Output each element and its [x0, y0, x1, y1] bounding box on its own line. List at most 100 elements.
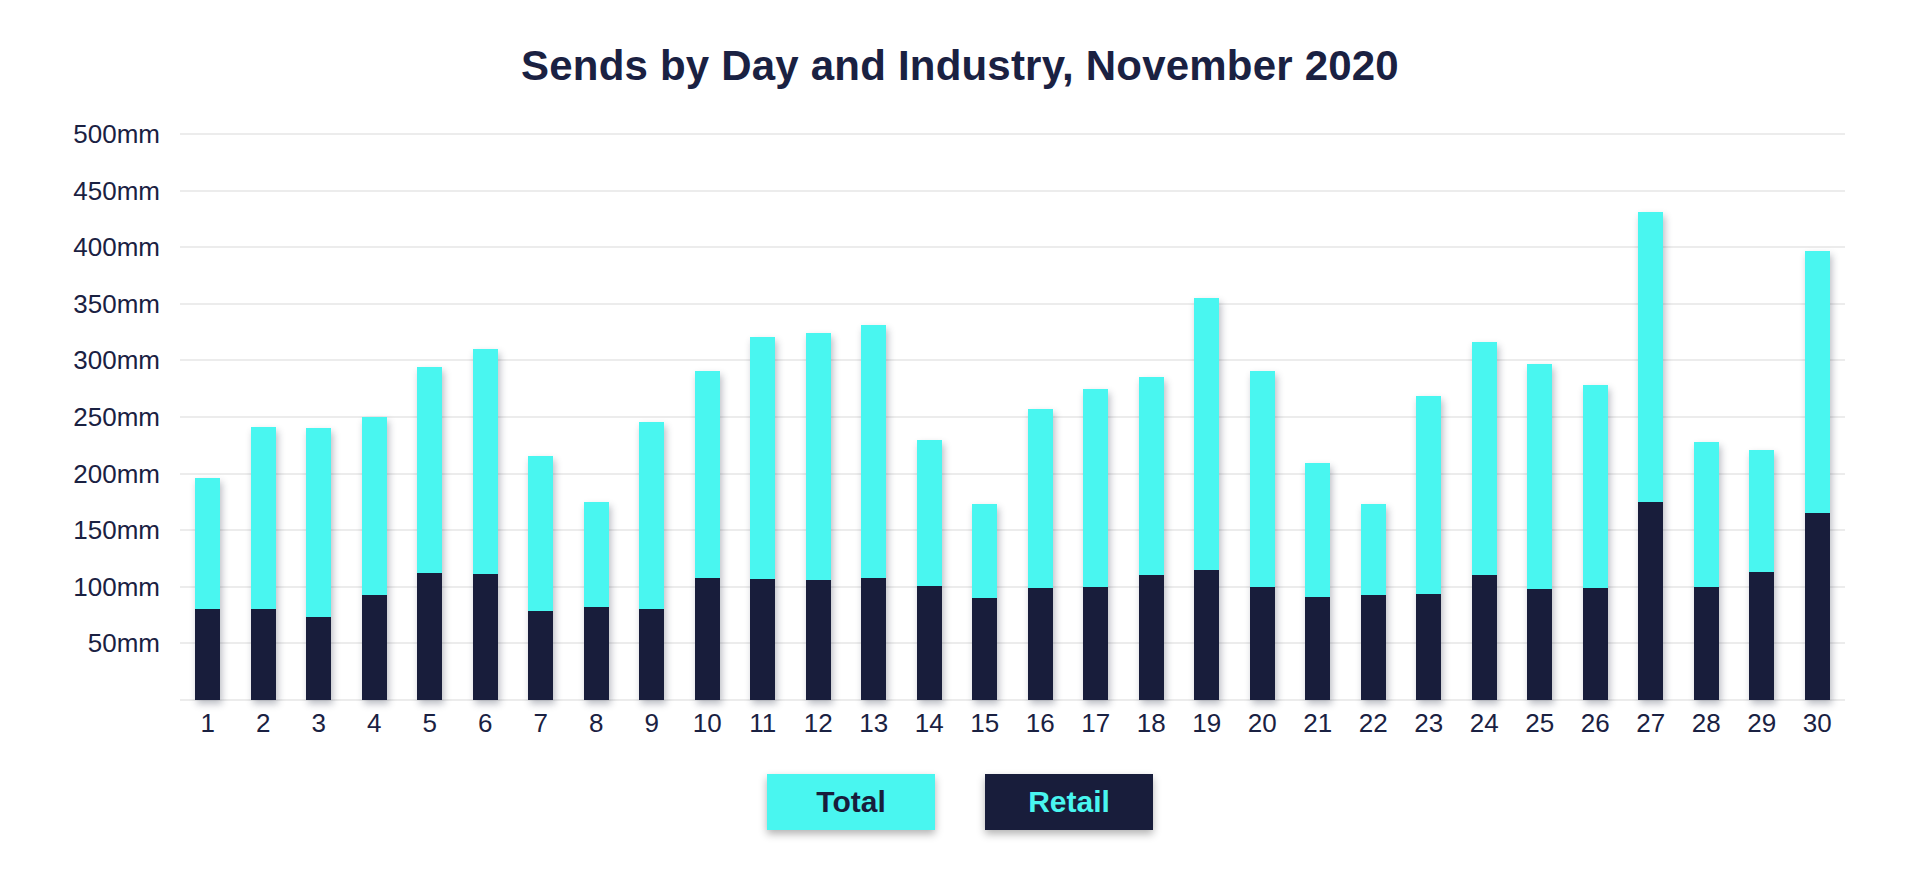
bar-day-6-total[interactable]	[473, 349, 498, 700]
bar-day-29-total[interactable]	[1749, 450, 1774, 700]
bar-day-18-retail[interactable]	[1139, 575, 1164, 700]
y-tick-label-150: 150mm	[0, 514, 160, 546]
bar-day-3-total[interactable]	[306, 428, 331, 700]
bar-day-3-retail[interactable]	[306, 617, 331, 700]
bar-day-16-retail[interactable]	[1028, 588, 1053, 700]
x-tick-label-8: 8	[569, 708, 625, 739]
bar-day-13-total[interactable]	[861, 325, 886, 700]
legend-item-retail[interactable]: Retail	[985, 774, 1153, 830]
bar-day-1-total[interactable]	[195, 478, 220, 700]
x-tick-label-15: 15	[957, 708, 1013, 739]
bar-day-4-retail[interactable]	[362, 595, 387, 700]
bar-day-19-retail[interactable]	[1194, 570, 1219, 700]
x-tick-label-21: 21	[1290, 708, 1346, 739]
bar-day-17-total[interactable]	[1083, 389, 1108, 700]
bar-slot-1	[180, 134, 236, 700]
bar-day-25-retail[interactable]	[1527, 589, 1552, 700]
bar-day-13-retail[interactable]	[861, 578, 886, 700]
legend-item-total[interactable]: Total	[767, 774, 935, 830]
x-tick-label-28: 28	[1679, 708, 1735, 739]
bars-container	[180, 134, 1845, 700]
bar-slot-7	[513, 134, 569, 700]
bar-day-12-retail[interactable]	[806, 580, 831, 700]
bar-day-20-total[interactable]	[1250, 371, 1275, 700]
bar-day-11-retail[interactable]	[750, 579, 775, 700]
bar-day-4-total[interactable]	[362, 417, 387, 700]
bar-slot-29	[1734, 134, 1790, 700]
legend: Total Retail	[0, 774, 1920, 830]
bar-slot-27	[1623, 134, 1679, 700]
bar-day-11-total[interactable]	[750, 337, 775, 700]
bar-slot-16	[1013, 134, 1069, 700]
x-tick-label-2: 2	[236, 708, 292, 739]
bar-day-17-retail[interactable]	[1083, 587, 1108, 700]
bar-day-23-retail[interactable]	[1416, 594, 1441, 700]
bar-slot-19	[1179, 134, 1235, 700]
bar-day-26-total[interactable]	[1583, 385, 1608, 700]
bar-day-5-retail[interactable]	[417, 573, 442, 700]
bar-slot-14	[902, 134, 958, 700]
bar-day-12-total[interactable]	[806, 333, 831, 700]
x-tick-label-18: 18	[1124, 708, 1180, 739]
x-tick-label-19: 19	[1179, 708, 1235, 739]
bar-slot-25	[1512, 134, 1568, 700]
y-tick-label-300: 300mm	[0, 344, 160, 376]
plot-area	[180, 134, 1845, 700]
bar-day-2-retail[interactable]	[251, 609, 276, 700]
bar-day-22-total[interactable]	[1361, 504, 1386, 700]
bar-day-26-retail[interactable]	[1583, 588, 1608, 700]
chart-title: Sends by Day and Industry, November 2020	[0, 42, 1920, 90]
x-tick-label-11: 11	[735, 708, 791, 739]
bar-day-9-retail[interactable]	[639, 609, 664, 700]
bar-slot-28	[1679, 134, 1735, 700]
bar-day-30-retail[interactable]	[1805, 513, 1830, 700]
bar-slot-6	[458, 134, 514, 700]
bar-day-15-total[interactable]	[972, 504, 997, 700]
bar-slot-11	[735, 134, 791, 700]
bar-day-23-total[interactable]	[1416, 396, 1441, 701]
bar-day-24-retail[interactable]	[1472, 575, 1497, 700]
bar-day-27-total[interactable]	[1638, 212, 1663, 700]
bar-day-22-retail[interactable]	[1361, 595, 1386, 700]
bar-day-28-retail[interactable]	[1694, 587, 1719, 700]
bar-day-10-total[interactable]	[695, 371, 720, 700]
x-tick-label-13: 13	[846, 708, 902, 739]
bar-day-24-total[interactable]	[1472, 342, 1497, 700]
bar-day-20-retail[interactable]	[1250, 587, 1275, 700]
bar-day-8-retail[interactable]	[584, 607, 609, 700]
bar-day-14-total[interactable]	[917, 440, 942, 700]
bar-day-8-total[interactable]	[584, 502, 609, 700]
bar-day-1-retail[interactable]	[195, 609, 220, 700]
bar-day-25-total[interactable]	[1527, 364, 1552, 700]
bar-day-14-retail[interactable]	[917, 586, 942, 700]
x-tick-label-16: 16	[1013, 708, 1069, 739]
bar-day-16-total[interactable]	[1028, 409, 1053, 700]
x-tick-label-4: 4	[347, 708, 403, 739]
bar-day-5-total[interactable]	[417, 367, 442, 700]
y-tick-label-450: 450mm	[0, 175, 160, 207]
bar-day-21-total[interactable]	[1305, 463, 1330, 700]
bar-slot-23	[1401, 134, 1457, 700]
bar-day-6-retail[interactable]	[473, 574, 498, 700]
bar-day-18-total[interactable]	[1139, 377, 1164, 700]
bar-slot-18	[1124, 134, 1180, 700]
chart-canvas: Sends by Day and Industry, November 2020…	[0, 0, 1920, 876]
bar-day-27-retail[interactable]	[1638, 502, 1663, 700]
bar-day-28-total[interactable]	[1694, 442, 1719, 700]
bar-day-29-retail[interactable]	[1749, 572, 1774, 700]
bar-slot-5	[402, 134, 458, 700]
y-tick-label-50: 50mm	[0, 627, 160, 659]
bar-day-21-retail[interactable]	[1305, 597, 1330, 700]
bar-day-19-total[interactable]	[1194, 298, 1219, 700]
bar-day-10-retail[interactable]	[695, 578, 720, 700]
bar-day-30-total[interactable]	[1805, 251, 1830, 700]
bar-day-9-total[interactable]	[639, 422, 664, 700]
bar-day-7-retail[interactable]	[528, 611, 553, 700]
x-tick-label-1: 1	[180, 708, 236, 739]
bar-day-2-total[interactable]	[251, 427, 276, 700]
x-tick-label-9: 9	[624, 708, 680, 739]
bar-day-7-total[interactable]	[528, 456, 553, 701]
bar-slot-26	[1568, 134, 1624, 700]
bar-day-15-retail[interactable]	[972, 598, 997, 700]
x-tick-label-17: 17	[1068, 708, 1124, 739]
